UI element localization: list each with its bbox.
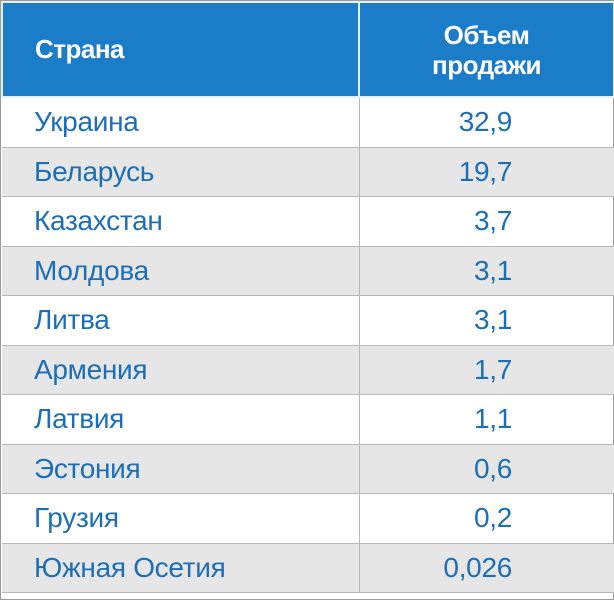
table-header: Страна Объем продажи bbox=[1, 1, 614, 98]
value-cell: 32,9 bbox=[359, 96, 614, 148]
value-cell: 0,026 bbox=[359, 542, 614, 593]
country-cell: Беларусь bbox=[2, 146, 360, 197]
value-cell: 3,7 bbox=[359, 196, 614, 247]
table-row: Беларусь 19,7 bbox=[2, 146, 614, 197]
country-cell: Казахстан bbox=[2, 196, 360, 247]
value-cell: 0,6 bbox=[359, 443, 614, 494]
value-cell: 1,7 bbox=[359, 344, 614, 395]
header-cell: Страна bbox=[1, 1, 360, 98]
table-row: Эстония 0,6 bbox=[2, 443, 614, 494]
table-body: Украина 32,9 Беларусь 19,7 Казахстан 3,7 Молдо… bbox=[2, 96, 614, 593]
table-row: Литва 3,1 bbox=[2, 295, 614, 346]
country-cell: Южная Осетия bbox=[2, 542, 360, 593]
table-row: Казахстан 3,7 bbox=[2, 196, 614, 247]
country-cell: Эстония bbox=[2, 443, 360, 494]
value-cell: 0,2 bbox=[359, 493, 614, 544]
value-cell: 3,1 bbox=[359, 295, 614, 346]
country-cell: Грузия bbox=[2, 493, 360, 544]
value-cell: 19,7 bbox=[359, 146, 614, 197]
table-row: Молдова 3,1 bbox=[2, 245, 614, 296]
value-cell: 3,1 bbox=[359, 245, 614, 296]
country-cell: Украина bbox=[2, 96, 360, 148]
table-row: Южная Осетия 0,026 bbox=[2, 542, 614, 593]
table-row: Украина 32,9 bbox=[2, 96, 614, 148]
country-cell: Армения bbox=[2, 344, 360, 395]
table-row: Армения 1,7 bbox=[2, 344, 614, 395]
value-cell: 1,1 bbox=[359, 394, 614, 445]
table-row: Грузия 0,2 bbox=[2, 493, 614, 544]
table-row: Латвия 1,1 bbox=[2, 394, 614, 445]
header-row: Страна Объем продажи bbox=[1, 1, 614, 98]
country-cell: Молдова bbox=[2, 245, 360, 296]
country-cell: Литва bbox=[2, 295, 360, 346]
country-cell: Латвия bbox=[2, 394, 360, 445]
header-cell: Объем продажи bbox=[358, 1, 614, 98]
